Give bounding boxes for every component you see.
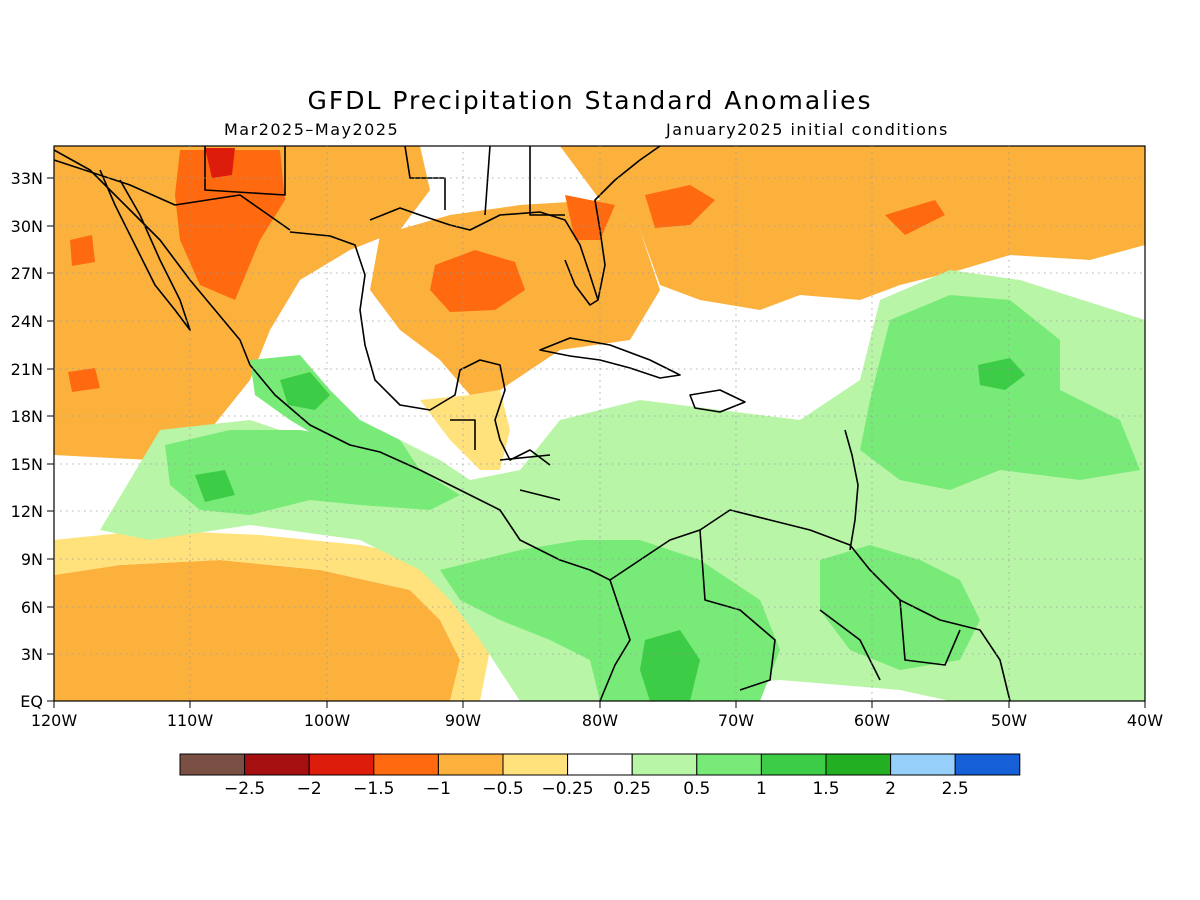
coast-us-gulf [369, 207, 599, 306]
dry-light-pacific-south [54, 530, 490, 701]
colorbar-swatch [373, 753, 439, 776]
y-tick-label: 33N [11, 169, 43, 188]
x-tick-label: 90W [445, 711, 481, 730]
x-tick-label: 60W [854, 711, 890, 730]
coast-south-america [609, 509, 1011, 702]
border-us-mexico [53, 159, 291, 231]
wet-strong-colombia [640, 630, 700, 701]
colorbar-swatch [437, 753, 504, 776]
colorbar-swatch [244, 753, 310, 776]
y-tick-label: 27N [11, 264, 43, 283]
dry-core-baja [68, 368, 100, 392]
y-tick-label: 9N [21, 550, 43, 569]
colorbar-swatch [567, 753, 633, 776]
colorbar-swatch [954, 753, 1021, 776]
wet-med-atlantic [860, 295, 1140, 490]
x-tick-label: 80W [582, 711, 618, 730]
colorbar-label: 2 [885, 779, 896, 799]
dry-region-northwest [54, 146, 430, 460]
y-tick-label: 15N [11, 455, 43, 474]
dry-region-pacific-south [54, 560, 460, 701]
colorbar-label: 1.5 [812, 779, 839, 799]
colorbar-label: 0.25 [613, 779, 651, 799]
colorbar-swatch [825, 753, 892, 776]
forecast-period: Mar2025–May2025 [224, 120, 400, 139]
tick-marks [47, 177, 1146, 708]
dry-core-westcoast [70, 235, 95, 266]
dry-core-florida [565, 195, 615, 240]
colorbar-label: 0.5 [683, 779, 710, 799]
initial-conditions: January2025 initial conditions [666, 120, 949, 139]
colorbar-labels: −2.5 −2 −1.5 −1 −0.5 −0.25 0.25 0.5 1 1.5 2 2.5 [224, 779, 969, 799]
dry-region-atlantic-north [560, 146, 1145, 310]
coast-baja [99, 169, 191, 331]
dry-core-atlantic [645, 185, 715, 228]
colorbar-swatch [308, 753, 375, 776]
map-title: GFDL Precipitation Standard Anomalies [307, 86, 873, 115]
colorbar-label: −2 [297, 779, 322, 799]
x-tick-label: 120W [31, 711, 78, 730]
wet-strong-atlantic [978, 358, 1025, 390]
y-tick-label: 18N [11, 407, 43, 426]
y-tick-label: 30N [11, 217, 43, 236]
colorbar-label: 1 [756, 779, 767, 799]
colorbar [179, 753, 1021, 776]
x-axis-labels: 120W 110W 100W 90W 80W 70W 60W 50W 40W [31, 711, 1163, 730]
colorbar-label: −1.5 [353, 779, 394, 799]
colorbar-swatch [760, 753, 827, 776]
coast-cuba [539, 337, 681, 379]
dry-core-gulf [430, 250, 525, 312]
y-tick-label: 3N [21, 645, 43, 664]
lesser-antilles [844, 429, 859, 551]
colorbar-label: −0.25 [542, 779, 594, 799]
colorbar-label: −2.5 [224, 779, 265, 799]
colorbar-label: 2.5 [942, 779, 969, 799]
x-tick-label: 70W [718, 711, 754, 730]
y-tick-label: 21N [11, 360, 43, 379]
coast-mexico-pacific [53, 149, 611, 581]
anomaly-field [54, 146, 1145, 701]
x-tick-label: 100W [304, 711, 351, 730]
coast-gulf-mexico [289, 231, 551, 466]
gridlines [54, 146, 1145, 701]
wet-strong-pacific [195, 470, 235, 502]
coast-hispaniola [689, 389, 746, 413]
colorbar-label: −0.5 [482, 779, 523, 799]
colorbar-swatch [631, 753, 698, 776]
y-tick-label: 6N [21, 598, 43, 617]
border-central-america [450, 419, 561, 501]
coast-us-atlantic [594, 145, 661, 301]
coast-colombia-pacific [599, 579, 631, 702]
wet-strong-mexico [280, 372, 330, 410]
dry-light-yucatan [420, 390, 510, 470]
y-tick-label: 24N [11, 312, 43, 331]
colorbar-swatch [890, 753, 956, 776]
y-axis-labels: EQ 3N 6N 9N 12N 15N 18N 21N 24N 27N 30N … [11, 169, 43, 711]
dry-core-southwest [175, 150, 285, 300]
colorbar-swatch [179, 753, 246, 776]
dry-region-gulf [370, 200, 660, 395]
colorbar-swatch [502, 753, 569, 776]
dry-severe-core [205, 148, 235, 178]
x-tick-label: 110W [167, 711, 214, 730]
y-tick-label: EQ [20, 692, 43, 711]
x-tick-label: 50W [991, 711, 1027, 730]
border-south-america [699, 529, 961, 691]
y-tick-label: 12N [11, 502, 43, 521]
colorbar-label: −1 [426, 779, 451, 799]
wet-med-mexico-pacific [165, 430, 460, 515]
coastlines [53, 145, 1011, 702]
colorbar-swatch [696, 753, 762, 776]
x-tick-label: 40W [1127, 711, 1163, 730]
